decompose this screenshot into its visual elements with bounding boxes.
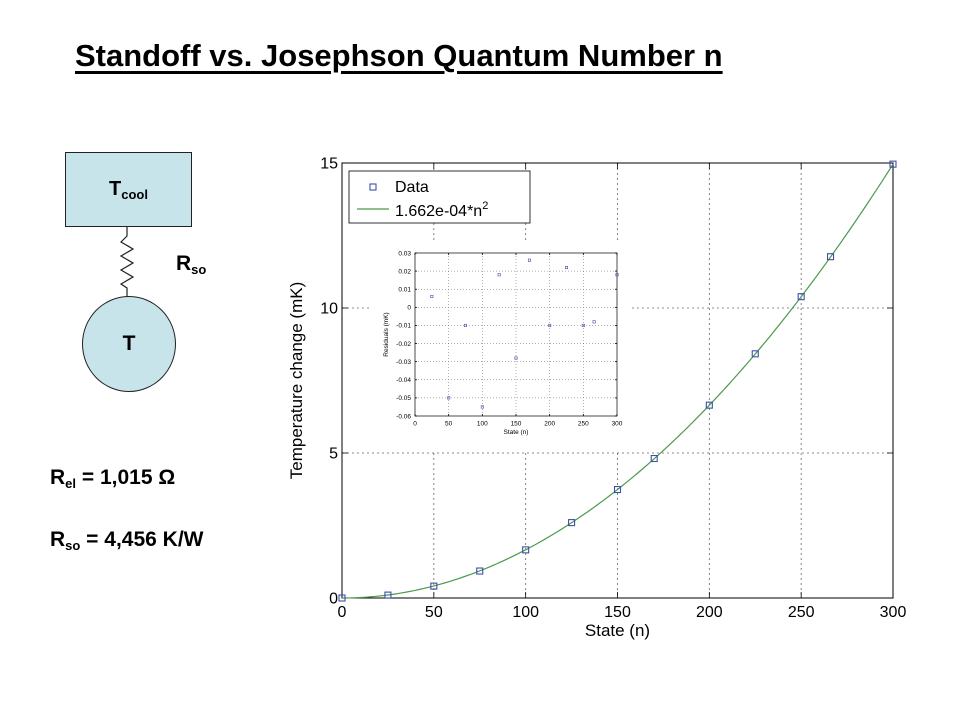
inset-x-tick-label: 250 [578, 421, 589, 428]
thermal-link-spring [119, 226, 135, 298]
inset-y-tick-label: -0.01 [396, 323, 411, 330]
data-point-marker [827, 253, 835, 261]
legend-box [348, 170, 531, 224]
inset-y-tick-label: -0.02 [396, 341, 411, 348]
t-node: T [82, 296, 176, 392]
residual-point-marker [480, 405, 484, 409]
data-point-marker [650, 454, 658, 463]
inset-y-tick-label: -0.03 [396, 359, 411, 366]
residual-point-marker [514, 356, 518, 360]
residual-point-marker [615, 273, 619, 277]
fit-curve-line [341, 163, 894, 599]
residual-point-marker [564, 265, 568, 269]
residual-point-marker [430, 294, 434, 298]
data-point-marker [476, 567, 484, 575]
main-x-tick-label: 200 [696, 604, 723, 621]
residual-point-marker [464, 323, 468, 327]
data-point-marker [705, 401, 713, 409]
main-x-tick-label: 0 [338, 604, 347, 621]
data-point-marker [522, 546, 530, 554]
inset-x-tick-label: 0 [413, 421, 417, 428]
data-point-marker [568, 519, 576, 527]
tcool-label: Tcool [109, 178, 148, 202]
inset-y-tick-label: 0.03 [398, 250, 411, 257]
rel-value: = 1,015 Ω [76, 466, 176, 489]
main-x-tick-label: 150 [604, 604, 631, 621]
inset-y-tick-label: 0.02 [398, 268, 411, 275]
legend-label-data: Data [395, 179, 429, 196]
main-x-tick-label: 250 [788, 604, 815, 621]
rso-main: R [176, 252, 192, 275]
inset-x-tick-label: 150 [511, 421, 522, 428]
rso-eq-sub: so [65, 538, 81, 553]
main-y-axis-label: Temperature change (mK) [287, 282, 306, 479]
inset-x-tick-label: 50 [445, 421, 453, 428]
rel-sub: el [65, 476, 77, 491]
residual-point-marker [581, 323, 585, 327]
inset-x-axis-label: State (n) [504, 429, 529, 436]
inset-x-tick-label: 300 [612, 421, 623, 428]
inset-y-tick-label: -0.06 [396, 413, 411, 420]
rel-equation: Rel = 1,015 Ω [50, 466, 175, 491]
main-y-tick-label: 0 [329, 591, 338, 608]
inset-y-tick-label: -0.05 [396, 395, 411, 402]
main-y-tick-label: 15 [320, 156, 338, 173]
residual-point-marker [447, 396, 451, 400]
data-point-marker [751, 350, 759, 358]
rso-label: Rso [176, 252, 206, 277]
main-axes-frame [341, 162, 894, 599]
data-point-marker [889, 160, 897, 168]
legend-marker-swatch [369, 183, 377, 191]
residual-point-marker [548, 323, 552, 327]
residual-point-marker [592, 320, 596, 324]
tcool-sub: cool [121, 186, 148, 202]
inset-x-tick-label: 100 [477, 421, 488, 428]
main-y-tick-label: 5 [329, 446, 338, 463]
legend-label-fit: 1.662e-04*n2 [395, 200, 488, 220]
t-label: T [122, 332, 136, 355]
residual-point-marker [527, 258, 531, 262]
residual-point-marker [497, 273, 501, 277]
main-x-tick-label: 50 [425, 604, 443, 621]
main-x-axis-label: State (n) [585, 621, 650, 640]
data-point-marker [430, 582, 438, 590]
inset-y-axis-label: Residuals (mK) [383, 312, 390, 356]
data-point-marker [613, 485, 622, 494]
rso-equation: Rso = 4,456 K/W [50, 528, 203, 553]
main-y-tick-label: 10 [320, 301, 338, 318]
tcool-node: Tcool [65, 152, 192, 227]
inset-x-tick-label: 200 [544, 421, 555, 428]
rso-sub: so [191, 262, 207, 277]
inset-y-tick-label: 0 [407, 305, 411, 312]
data-point-marker [797, 293, 805, 301]
inset-y-tick-label: -0.04 [396, 377, 411, 384]
data-point-marker [384, 591, 392, 599]
inset-y-tick-label: 0.01 [398, 286, 411, 293]
tcool-main: T [109, 177, 122, 200]
rel-main: R [50, 466, 66, 489]
main-x-tick-label: 300 [880, 604, 907, 621]
rso-eq-value: = 4,456 K/W [80, 528, 204, 551]
legend-label-fit-exponent: 2 [482, 200, 488, 212]
main-x-tick-label: 100 [512, 604, 539, 621]
inset-axes-frame [414, 252, 618, 417]
data-point-marker [338, 594, 346, 602]
rso-eq-main: R [50, 528, 66, 551]
page-title: Standoff vs. Josephson Quantum Number n [75, 38, 723, 73]
